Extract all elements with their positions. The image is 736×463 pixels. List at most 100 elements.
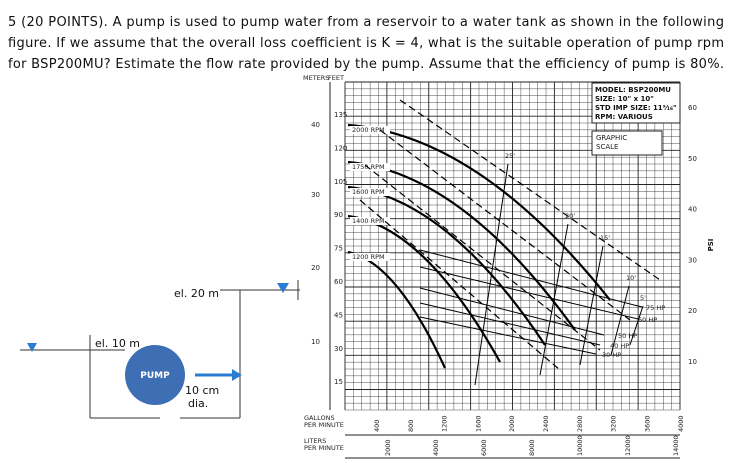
rpm-label: 1600 RPM <box>352 188 385 196</box>
hp-label: 30 HP <box>602 351 621 359</box>
lpm-tick-label: 4000 <box>432 439 440 456</box>
hp-line <box>419 302 601 346</box>
pipe-label: dia. <box>188 397 208 410</box>
gpm-label: GALLONS <box>304 414 335 422</box>
label-bg <box>350 188 390 196</box>
gpm-tick-label: 400 <box>373 420 381 432</box>
efficiency-line <box>364 164 601 351</box>
npsh-line <box>610 285 630 356</box>
npsh-line <box>579 245 604 366</box>
gpm-tick-label: 800 <box>407 420 415 432</box>
meters-tick-label: 40 <box>311 121 320 129</box>
feet-tick-label: 105 <box>334 178 347 186</box>
lpm-tick-label: 6000 <box>480 439 488 456</box>
feet-tick-label: 30 <box>334 345 343 353</box>
gpm-tick-label: 3200 <box>610 415 618 432</box>
reservoir-label: el. 10 m <box>95 337 140 350</box>
psi-tick-label: 30 <box>688 256 697 264</box>
gpm-tick-label: 2000 <box>508 415 516 432</box>
gpm-tick-label: 4000 <box>677 415 685 432</box>
gpm-tick-label: 2800 <box>576 415 584 432</box>
info-text: MODEL: BSP200MU <box>595 86 671 94</box>
question-line: figure. If we assume that the overall lo… <box>8 36 724 51</box>
lpm-tick-label: 8000 <box>528 439 536 456</box>
psi-tick-label: 20 <box>688 307 697 315</box>
graphic-scale-text: GRAPHIC <box>596 134 627 142</box>
hp-label: 60 HP <box>638 316 657 324</box>
pipe-label: 10 cm <box>185 384 219 397</box>
gpm-tick-label: 1600 <box>474 415 482 432</box>
question-line: for BSP200MU? Estimate the flow rate pro… <box>8 57 724 72</box>
psi-tick-label: 50 <box>688 155 697 163</box>
efficiency-line <box>379 129 631 321</box>
question-line: 5 (20 POINTS). A pump is used to pump wa… <box>8 15 724 30</box>
lpm-label: PER MINUTE <box>304 444 344 452</box>
label-bg <box>350 126 390 134</box>
hp-line <box>419 249 643 308</box>
npsh-label: 25' <box>505 152 515 160</box>
lpm-tick-label: 14000 <box>672 435 680 456</box>
info-text: STD IMP SIZE: 11⁹⁄₁₆" <box>595 104 677 112</box>
lpm-tick-label: 12000 <box>624 435 632 456</box>
npsh-line <box>629 305 644 346</box>
question: 5 (20 POINTS). A pump is used to pump wa… <box>8 15 724 72</box>
meters-tick-label: 20 <box>311 264 320 272</box>
efficiency-line <box>399 99 661 281</box>
label-bg <box>350 217 390 225</box>
npsh-label: 5' <box>640 294 646 302</box>
hp-line <box>419 316 597 355</box>
feet-tick-label: 90 <box>334 211 343 219</box>
gpm-tick-label: 2400 <box>542 415 550 432</box>
lpm-tick-label: 10000 <box>576 435 584 456</box>
axis-header: METERS <box>303 74 329 82</box>
psi-tick-label: 60 <box>688 104 697 112</box>
pump-label: PUMP <box>140 371 170 381</box>
info-text: SIZE: 10" x 10" <box>595 95 654 103</box>
water-symbol <box>27 343 37 352</box>
system-figure: el. 10 m el. 20 m PUMP 10 cm dia. <box>20 280 300 419</box>
axis-header: FEET <box>328 74 344 82</box>
flow-arrow-head <box>232 369 242 381</box>
pump <box>125 345 185 405</box>
feet-tick-label: 75 <box>334 245 343 253</box>
tank-label: el. 20 m <box>174 287 219 300</box>
scale-box <box>591 130 663 156</box>
water-symbol <box>277 283 289 293</box>
gpm-tick-label: 1200 <box>441 415 449 432</box>
rpm-label: 1200 RPM <box>352 253 385 261</box>
hp-line <box>419 287 605 336</box>
info-box <box>591 82 681 124</box>
label-bg <box>350 253 390 261</box>
gpm-tick-label: 3600 <box>643 415 651 432</box>
hp-label: 40 HP <box>610 342 629 350</box>
feet-tick-label: 120 <box>334 144 347 152</box>
feet-tick-label: 15 <box>334 378 343 386</box>
npsh-label: 15' <box>600 234 610 242</box>
feet-tick-label: 60 <box>334 278 343 286</box>
psi-tick-label: 40 <box>688 206 697 214</box>
psi-tick-label: 10 <box>688 358 697 366</box>
info-text: RPM: VARIOUS <box>595 113 653 121</box>
npsh-label: 20' <box>565 212 575 220</box>
meters-tick-label: 30 <box>311 191 320 199</box>
hp-line <box>419 266 639 320</box>
rpm-label: 2000 RPM <box>352 126 385 134</box>
meters-tick-label: 10 <box>311 338 320 346</box>
label-bg <box>350 163 390 171</box>
rpm-label: 1400 RPM <box>352 217 385 225</box>
npsh-line <box>474 163 509 386</box>
lpm-label: LITERS <box>304 437 326 445</box>
hp-label: 50 HP <box>618 332 637 340</box>
feet-tick-label: 135 <box>334 111 347 119</box>
graphic-scale-text: SCALE <box>596 143 618 151</box>
gpm-label: PER MINUTE <box>304 421 344 429</box>
psi-label: PSI <box>707 239 715 252</box>
feet-tick-label: 45 <box>334 311 343 319</box>
npsh-label: 10' <box>626 274 636 282</box>
lpm-tick-label: 2000 <box>384 439 392 456</box>
hp-label: 75 HP <box>646 304 665 312</box>
npsh-line <box>539 223 569 376</box>
